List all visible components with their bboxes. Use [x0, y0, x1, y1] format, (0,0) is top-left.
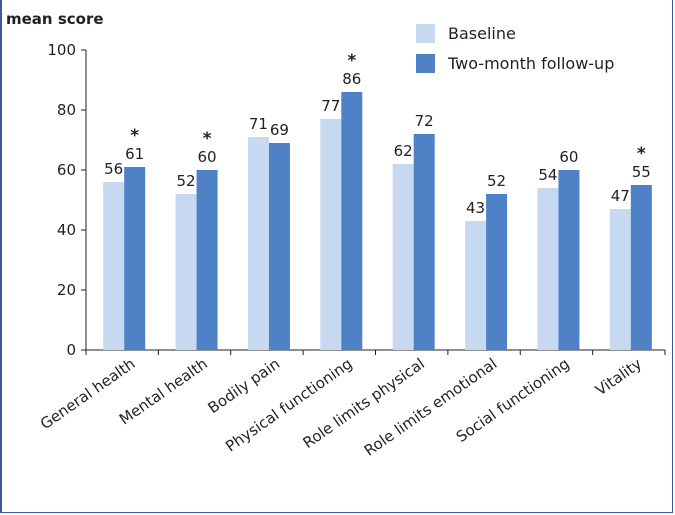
bar-follow-up: [341, 92, 363, 350]
data-label: 77: [321, 97, 340, 115]
bar-follow-up: [558, 170, 580, 350]
bar-baseline: [609, 209, 631, 350]
significance-star: *: [203, 129, 212, 149]
data-label: 62: [394, 142, 413, 160]
data-label: 54: [538, 166, 557, 184]
data-label: 55: [632, 163, 651, 181]
data-label: 47: [611, 187, 630, 205]
y-tick-label: 40: [57, 221, 76, 239]
category-label: Role limits emotional: [361, 355, 501, 460]
data-label: 69: [270, 121, 289, 139]
legend-label: Baseline: [448, 24, 516, 43]
data-label: 61: [125, 145, 144, 163]
bar-baseline: [465, 221, 487, 350]
bar-baseline: [247, 137, 269, 350]
bar-baseline: [175, 194, 197, 350]
bar-follow-up: [486, 194, 508, 350]
y-tick-label: 60: [57, 161, 76, 179]
significance-star: *: [347, 51, 356, 71]
data-label: 86: [342, 70, 361, 88]
data-label: 72: [415, 112, 434, 130]
data-label: 56: [104, 160, 123, 178]
category-label: Physical functioning: [222, 355, 355, 456]
data-label: 52: [487, 172, 506, 190]
data-label: 52: [177, 172, 196, 190]
bar-follow-up: [124, 167, 146, 350]
bar-baseline: [320, 119, 342, 350]
legend-label: Two-month follow-up: [447, 54, 614, 73]
legend-swatch: [416, 24, 435, 43]
significance-star: *: [637, 144, 646, 164]
bar-follow-up: [268, 143, 290, 350]
y-tick-label: 0: [66, 341, 76, 359]
bar-follow-up: [413, 134, 435, 350]
category-label: Vitality: [592, 354, 645, 399]
bar-follow-up: [630, 185, 652, 350]
legend: Baseline Two-month follow-up: [416, 24, 614, 73]
data-label: 60: [198, 148, 217, 166]
category-label: Role limits physical: [300, 355, 428, 452]
data-label: 60: [559, 148, 578, 166]
data-label: 71: [249, 115, 268, 133]
y-axis-title: mean score: [6, 10, 104, 28]
y-tick-label: 80: [57, 101, 76, 119]
y-tick-label: 100: [47, 41, 76, 59]
significance-star: *: [130, 126, 139, 146]
legend-swatch: [416, 54, 435, 73]
bars: [103, 92, 652, 350]
bar-baseline: [392, 164, 414, 350]
bar-baseline: [103, 182, 125, 350]
y-tick-label: 20: [57, 281, 76, 299]
data-label: 43: [466, 199, 485, 217]
bar-baseline: [537, 188, 559, 350]
bar-follow-up: [196, 170, 218, 350]
